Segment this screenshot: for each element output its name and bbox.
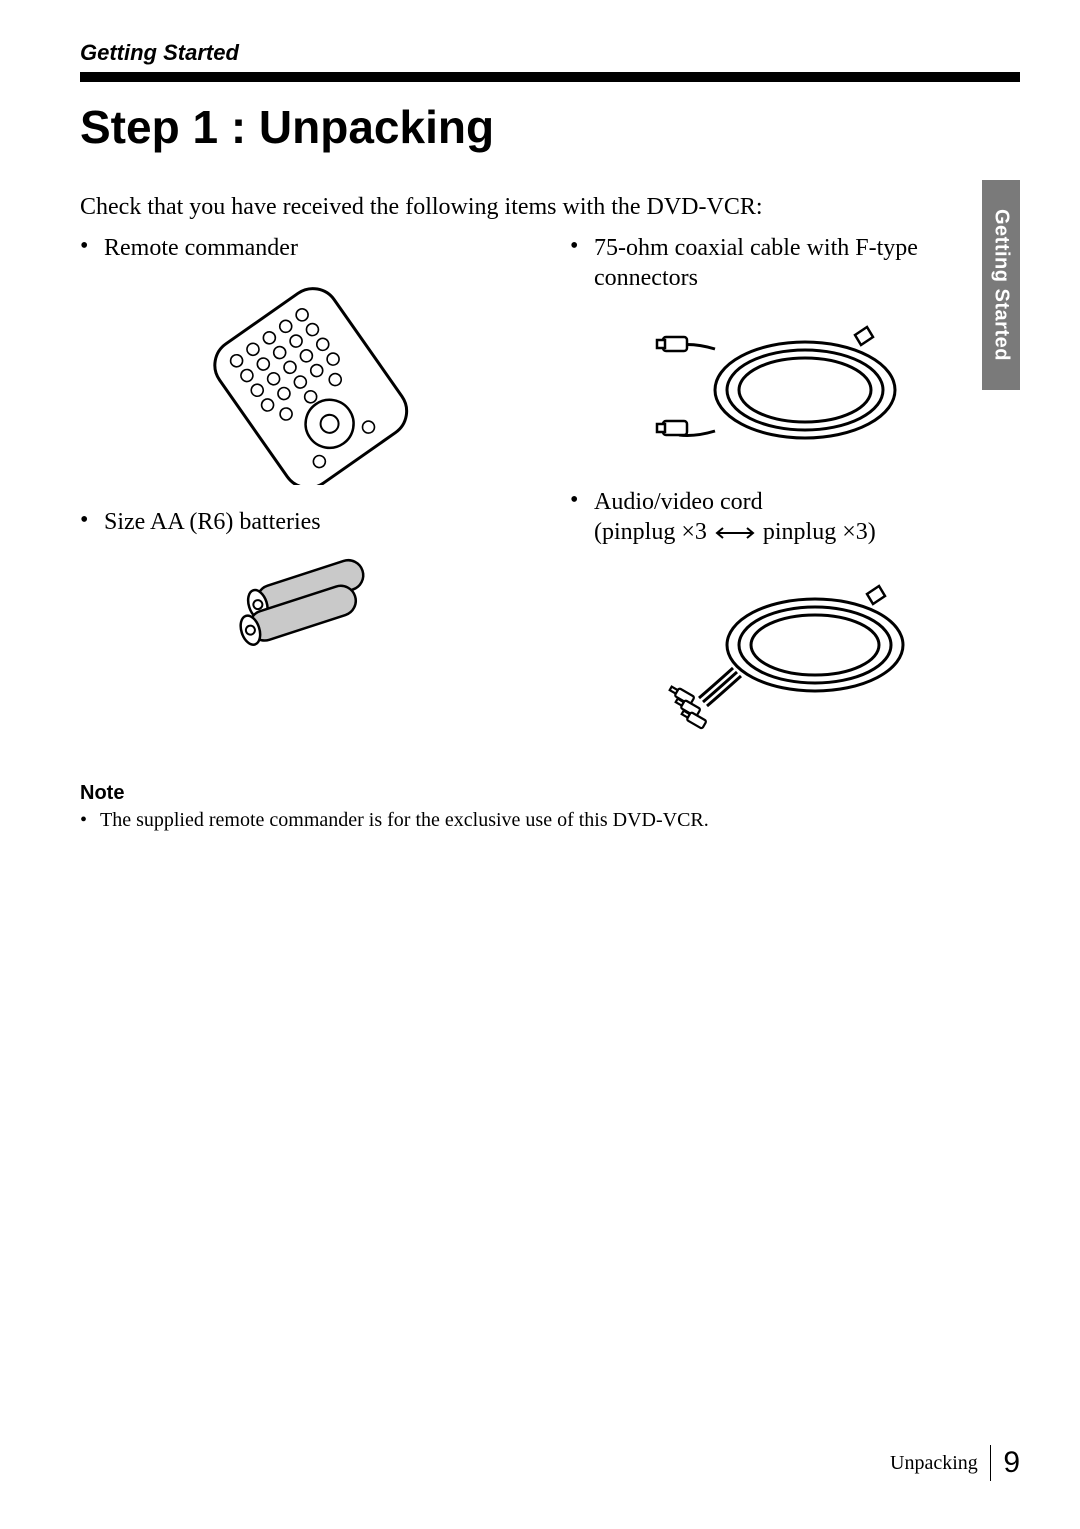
side-tab: Getting Started	[982, 180, 1020, 390]
intro-text: Check that you have received the followi…	[80, 194, 1020, 221]
avcord-illustration	[570, 560, 1020, 730]
item-avcord: • Audio/video cord (pinplug ×3 pinplug ×…	[570, 487, 1020, 730]
item-batteries-label-row: • Size AA (R6) batteries	[80, 507, 530, 537]
bullet-icon: •	[80, 507, 94, 537]
item-batteries: • Size AA (R6) batteries	[80, 507, 530, 659]
item-avcord-label-row: • Audio/video cord (pinplug ×3 pinplug ×…	[570, 487, 1020, 548]
item-avcord-label: Audio/video cord (pinplug ×3 pinplug ×3)	[594, 487, 1020, 548]
coax-illustration	[570, 305, 1020, 465]
item-remote-label: Remote commander	[104, 233, 530, 263]
item-avcord-line1: Audio/video cord	[594, 489, 763, 515]
page: Getting Started Step 1 : Unpacking Check…	[0, 0, 1080, 1529]
batteries-illustration	[80, 549, 530, 659]
item-remote-label-row: • Remote commander	[80, 233, 530, 263]
content-columns: • Remote commander	[80, 233, 1020, 752]
item-batteries-label: Size AA (R6) batteries	[104, 507, 530, 537]
double-arrow-icon	[713, 518, 757, 548]
item-avcord-line2-pre: (pinplug ×3	[594, 519, 713, 545]
note-body-text: The supplied remote commander is for the…	[100, 809, 709, 832]
page-title: Step 1 : Unpacking	[80, 100, 1020, 154]
item-remote: • Remote commander	[80, 233, 530, 485]
remote-illustration	[80, 275, 530, 485]
bullet-icon: •	[80, 233, 94, 263]
item-avcord-line2-post: pinplug ×3)	[757, 519, 876, 545]
page-number: 9	[1003, 1446, 1020, 1480]
running-head: Getting Started	[80, 40, 1020, 66]
heading-rule	[80, 72, 1020, 82]
note-heading: Note	[80, 782, 1020, 805]
right-column: • 75-ohm coaxial cable with F-type conne…	[570, 233, 1020, 752]
footer-section: Unpacking	[890, 1452, 978, 1475]
bullet-icon: •	[570, 233, 584, 293]
item-coax-label: 75-ohm coaxial cable with F-type connect…	[594, 233, 1020, 293]
footer-divider	[990, 1445, 992, 1481]
left-column: • Remote commander	[80, 233, 530, 752]
page-footer: Unpacking 9	[890, 1445, 1020, 1481]
bullet-icon: •	[570, 487, 584, 548]
item-coax: • 75-ohm coaxial cable with F-type conne…	[570, 233, 1020, 465]
note-body-row: • The supplied remote commander is for t…	[80, 809, 1020, 832]
item-coax-label-row: • 75-ohm coaxial cable with F-type conne…	[570, 233, 1020, 293]
bullet-icon: •	[80, 809, 92, 832]
